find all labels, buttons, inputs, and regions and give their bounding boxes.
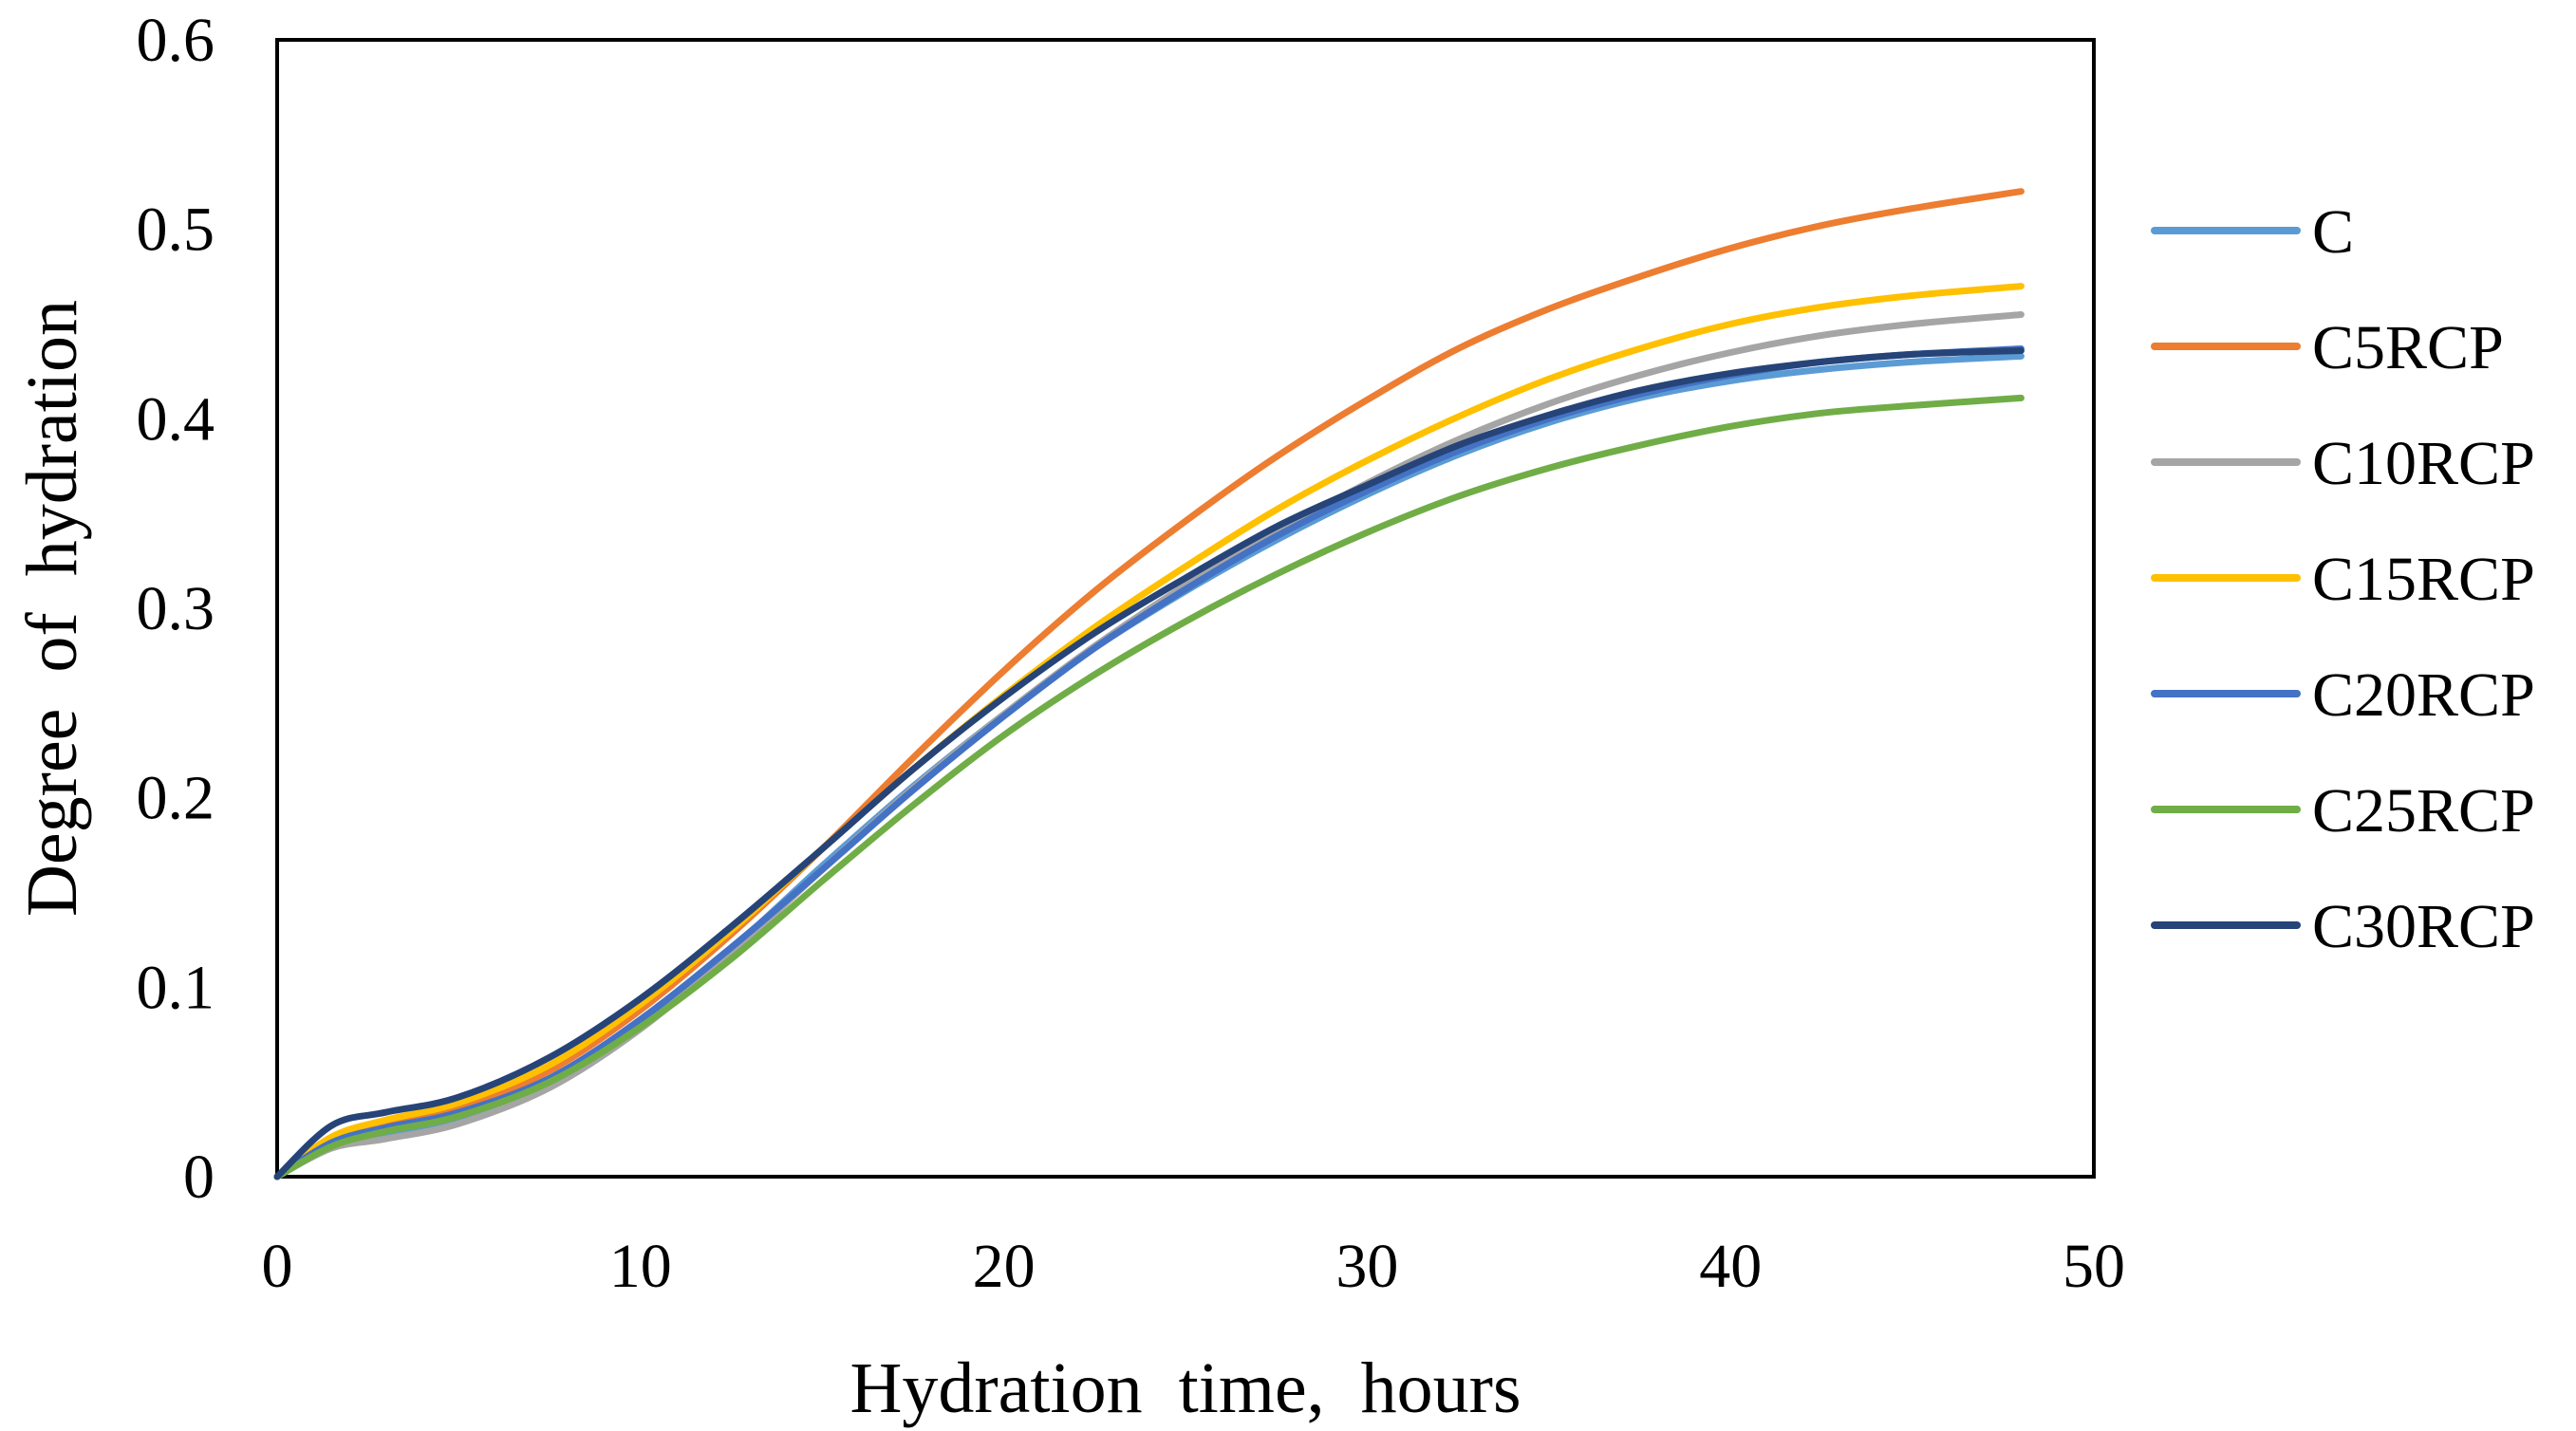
legend-label: C30RCP [2312,892,2535,961]
legend-item-c10rcp: C10RCP [2151,429,2535,498]
series-line-c25rcp [273,394,2025,1180]
x-axis-ticks: 0 10 20 30 40 50 [262,1232,2126,1301]
x-tick-label: 30 [1335,1232,1398,1301]
legend-item-c: C [2151,197,2354,267]
y-tick-label: 0.1 [137,953,215,1022]
legend-label: C25RCP [2312,776,2535,846]
legend-item-c5rcp: C5RCP [2151,313,2504,382]
y-tick-label: 0.6 [137,6,215,75]
series-layer [273,188,2025,1180]
plot-area-border [275,38,2096,1179]
legend-label: C10RCP [2312,429,2535,498]
legend-label: C15RCP [2312,545,2535,614]
legend-item-c30rcp: C30RCP [2151,892,2535,961]
series-line-c5rcp [273,188,2025,1180]
y-tick-label: 0 [183,1143,215,1212]
y-axis-title: Degree of hydration [12,300,92,917]
legend-label: C5RCP [2312,313,2504,382]
y-tick-label: 0.4 [137,384,215,454]
x-tick-label: 40 [1699,1232,1762,1301]
x-tick-label: 0 [262,1232,293,1301]
legend: C C5RCP C10RCP C15RCP C20RCP C25RCP C30RCP [2151,197,2535,961]
series-line-c30rcp [273,347,2025,1180]
x-tick-label: 50 [2063,1232,2125,1301]
legend-item-c25rcp: C25RCP [2151,776,2535,846]
y-tick-label: 0.2 [137,764,215,833]
legend-item-c20rcp: C20RCP [2151,660,2535,730]
x-tick-label: 20 [973,1232,1036,1301]
legend-label: C [2312,197,2354,267]
x-tick-label: 10 [609,1232,672,1301]
series-line-c15rcp [273,283,2025,1180]
legend-item-c15rcp: C15RCP [2151,545,2535,614]
x-axis-title: Hydration time, hours [849,1348,1521,1428]
legend-label: C20RCP [2312,660,2535,730]
y-tick-label: 0.3 [137,574,215,643]
y-tick-label: 0.5 [137,195,215,265]
y-axis-ticks: 0 0.1 0.2 0.3 0.4 0.5 0.6 [137,6,215,1212]
